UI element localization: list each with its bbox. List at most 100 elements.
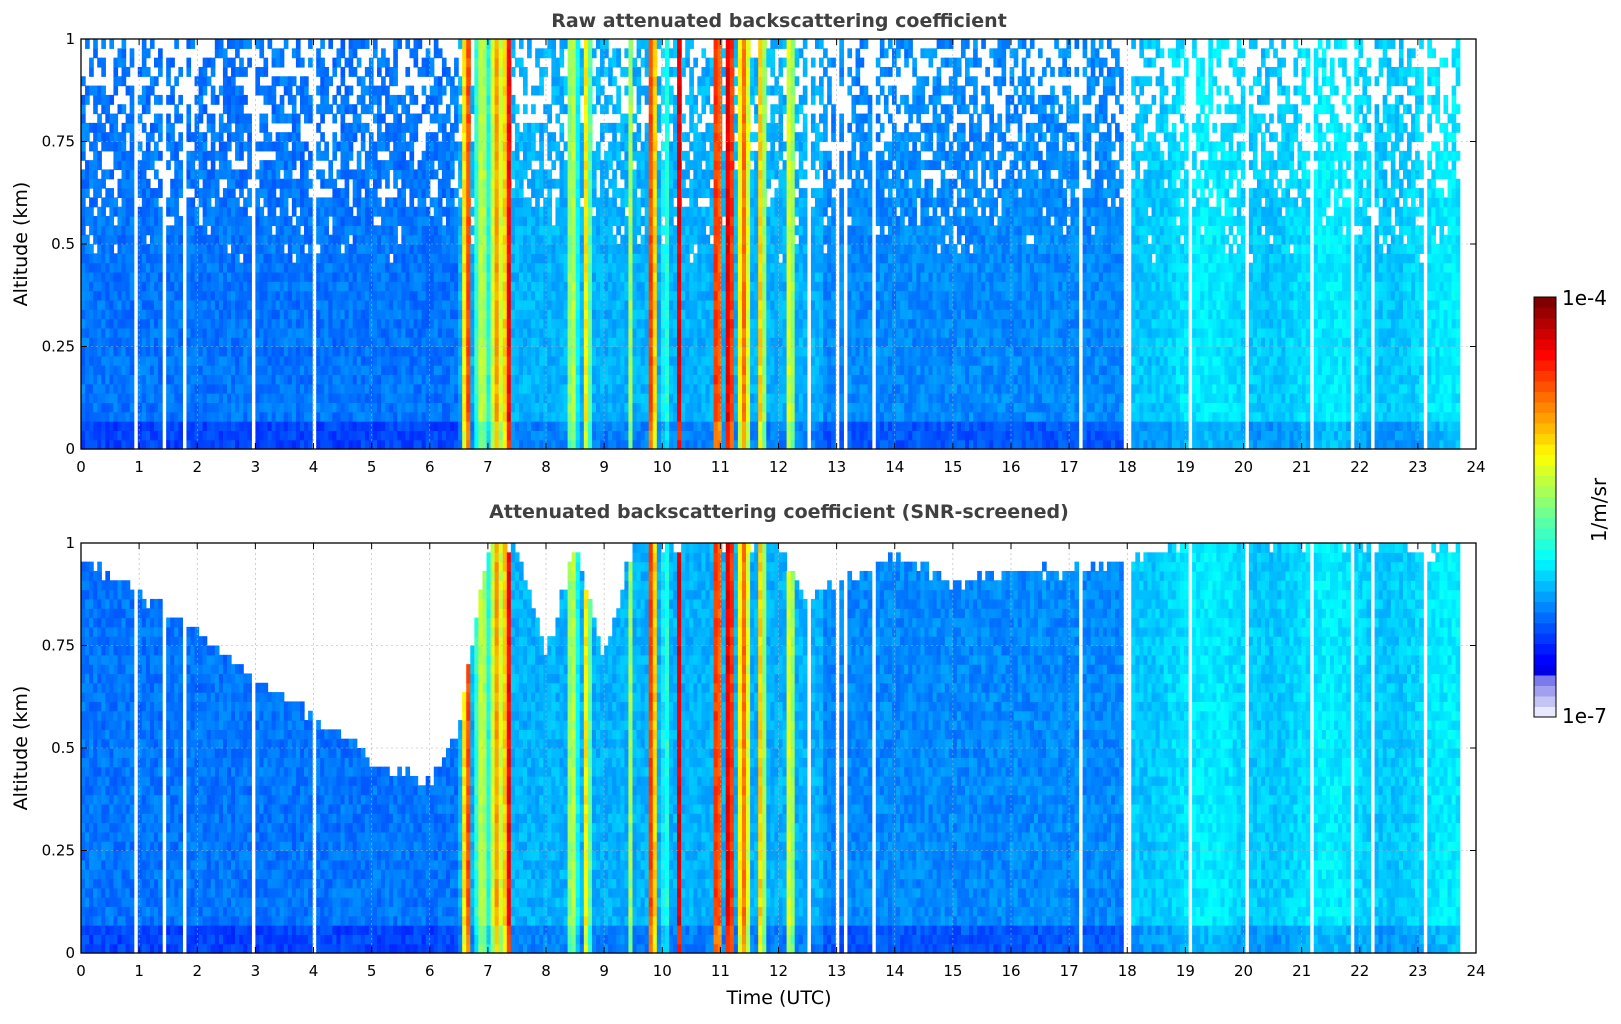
heatmap-cell [518, 225, 524, 236]
heatmap-cell [628, 327, 634, 338]
heatmap-cell [158, 439, 163, 450]
heatmap-cell [299, 160, 305, 171]
heatmap-cell [332, 421, 338, 431]
heatmap-cell [587, 318, 593, 329]
heatmap-cell [218, 206, 224, 217]
heatmap-cell [535, 346, 540, 357]
heatmap-cell [486, 421, 492, 431]
heatmap-cell [101, 225, 106, 236]
heatmap-cell [324, 94, 329, 105]
heatmap-cell [591, 169, 597, 180]
heatmap-cell [624, 85, 630, 96]
heatmap-cell [295, 290, 301, 301]
heatmap-cell [299, 244, 305, 254]
heatmap-cell [255, 188, 261, 199]
heatmap-cell [527, 160, 532, 171]
heatmap-cell [283, 234, 289, 245]
heatmap-cell [320, 150, 325, 161]
heatmap-cell [608, 402, 613, 413]
heatmap-cell [433, 39, 439, 49]
heatmap-cell [514, 262, 520, 273]
heatmap-cell [275, 402, 281, 413]
heatmap-cell [454, 141, 459, 152]
heatmap-cell [518, 290, 524, 301]
heatmap-cell [190, 309, 196, 320]
heatmap-cell [425, 66, 431, 77]
heatmap-cell [539, 141, 544, 152]
heatmap-cell [218, 48, 224, 59]
heatmap-cell [636, 365, 642, 376]
heatmap-cell [360, 85, 366, 96]
heatmap-cell [441, 383, 447, 394]
heatmap-cell [445, 262, 451, 273]
heatmap-cell [506, 393, 512, 404]
heatmap-cell [474, 178, 479, 189]
heatmap-cell [299, 262, 305, 273]
heatmap-cell [514, 290, 520, 301]
heatmap-cell [137, 234, 143, 245]
heatmap-cell [81, 374, 86, 385]
heatmap-cell [158, 122, 163, 133]
heatmap-cell [454, 439, 459, 450]
heatmap-cell [320, 104, 325, 115]
heatmap-cell [547, 150, 552, 161]
heatmap-cell [575, 439, 581, 450]
heatmap-cell [547, 393, 552, 404]
heatmap-cell [474, 197, 479, 208]
heatmap-cell [158, 281, 163, 292]
heatmap-cell [429, 327, 435, 338]
heatmap-cell [612, 132, 617, 143]
heatmap-cell [405, 393, 411, 404]
heatmap-cell [210, 206, 216, 217]
heatmap-cell [470, 271, 475, 282]
heatmap-cell [506, 225, 512, 236]
heatmap-cell [210, 150, 216, 161]
heatmap-cell [437, 299, 443, 310]
heatmap-cell [194, 299, 200, 310]
heatmap-cell [271, 113, 277, 124]
heatmap-cell [575, 309, 581, 320]
heatmap-cell [608, 225, 613, 236]
heatmap-cell [583, 178, 589, 189]
heatmap-cell [125, 206, 131, 217]
heatmap-cell [628, 383, 634, 394]
heatmap-cell [421, 57, 427, 68]
heatmap-cell [518, 318, 524, 329]
heatmap-cell [567, 225, 573, 236]
heatmap-cell [129, 141, 135, 152]
heatmap-cell [445, 253, 451, 264]
heatmap-cell [239, 66, 244, 77]
heatmap-cell [101, 57, 106, 68]
heatmap-cell [389, 76, 394, 87]
heatmap-cell [531, 150, 536, 161]
heatmap-cell [271, 281, 277, 292]
heatmap-cell [458, 337, 463, 348]
heatmap-cell [445, 430, 451, 441]
heatmap-cell [174, 104, 179, 115]
heatmap-cell [514, 421, 520, 431]
heatmap-cell [113, 290, 119, 301]
heatmap-cell [498, 169, 504, 180]
heatmap-cell [210, 188, 216, 199]
heatmap-cell [523, 374, 528, 385]
heatmap-cell [377, 318, 382, 329]
heatmap-cell [539, 160, 544, 171]
heatmap-cell [377, 439, 382, 450]
heatmap-cell [231, 178, 236, 189]
heatmap-cell [348, 327, 354, 338]
heatmap-cell [523, 132, 528, 143]
heatmap-cell [385, 225, 390, 236]
heatmap-cell [409, 281, 415, 292]
heatmap-cell [571, 169, 577, 180]
heatmap-cell [336, 281, 342, 292]
heatmap-cell [324, 309, 329, 320]
heatmap-cell [113, 271, 119, 282]
heatmap-cell [393, 57, 398, 68]
heatmap-cell [401, 178, 407, 189]
heatmap-cell [231, 290, 236, 301]
heatmap-cell [202, 318, 208, 329]
heatmap-cell [620, 327, 625, 338]
heatmap-cell [535, 206, 540, 217]
heatmap-cell [628, 48, 634, 59]
heatmap-cell [397, 402, 402, 413]
